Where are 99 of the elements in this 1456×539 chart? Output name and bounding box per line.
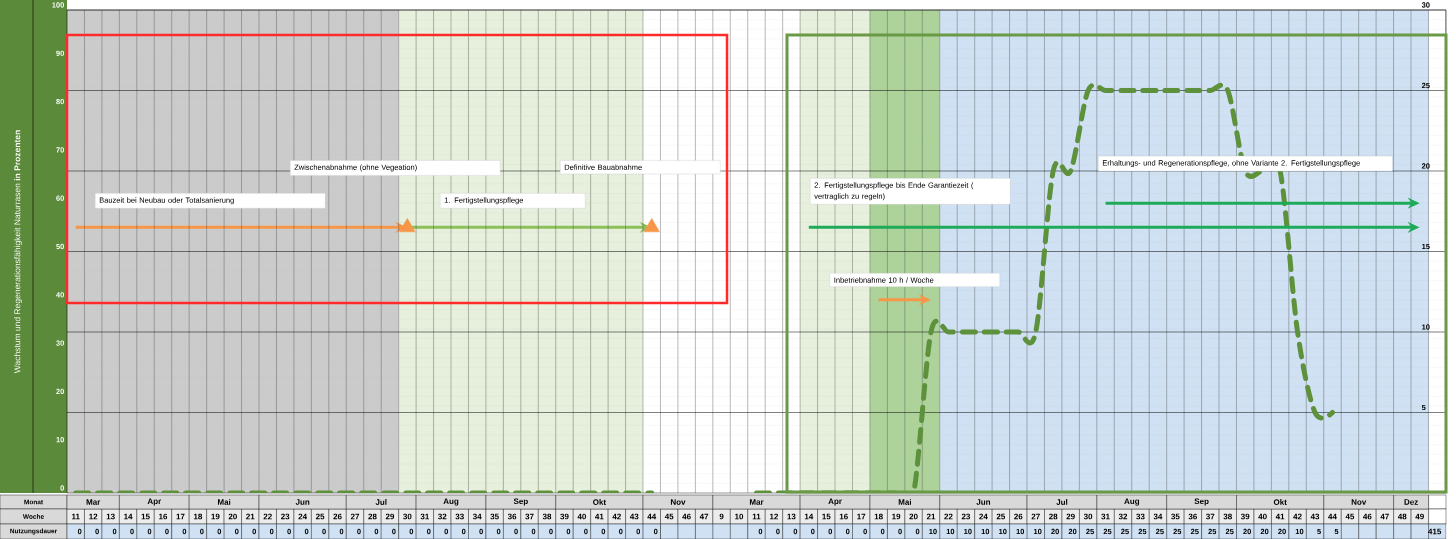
text: Aug — [1124, 498, 1140, 506]
x-tick-label: 43 — [1310, 513, 1320, 520]
x-tick-label: 23 — [281, 513, 290, 520]
text: Apr — [828, 498, 842, 506]
x-tick-label: 18 — [193, 513, 203, 520]
x-tick-label: 33 — [455, 513, 464, 520]
x-tick-label: 33 — [1136, 513, 1145, 520]
x-tick-label: 11 — [752, 513, 761, 520]
x-tick-label: 26 — [333, 513, 342, 520]
text: Okt — [1273, 499, 1287, 505]
text: Mai — [217, 499, 231, 505]
x-tick-label: 44 — [1328, 513, 1337, 520]
x-tick-label: 11 — [72, 513, 80, 520]
text: Mar — [86, 499, 101, 505]
x-tick-label: 40 — [1258, 513, 1267, 520]
text: Aug — [443, 498, 459, 506]
x-tick-label: 17 — [857, 513, 866, 520]
x-tick-label: 30 — [403, 513, 412, 520]
x-tick-label: 31 — [1101, 513, 1110, 520]
x-tick-label: 48 — [1397, 513, 1407, 520]
x-tick-label: 49 — [1415, 513, 1424, 520]
x-tick-label: 29 — [1066, 513, 1075, 520]
x-tick-label: 32 — [438, 513, 447, 520]
x-tick-label: 46 — [682, 513, 691, 520]
x-tick-label: 15 — [141, 513, 150, 520]
x-tick-label: 32 — [1118, 513, 1128, 520]
x-tick-label: 39 — [1240, 513, 1250, 520]
x-tick-label: 38 — [1223, 513, 1232, 520]
x-tick-label: 38 — [542, 513, 552, 520]
x-tick-label: 29 — [385, 513, 395, 520]
x-tick-label: 39 — [560, 513, 569, 520]
x-tick-label: 28 — [1049, 513, 1058, 520]
x-tick-label: 45 — [1345, 513, 1355, 520]
x-tick-label: 43 — [629, 513, 639, 520]
x-tick-label: 20 — [909, 513, 918, 520]
x-tick-label: 42 — [1293, 513, 1302, 520]
x-tick-label: 15 — [822, 513, 831, 520]
x-tick-label: 41 — [595, 513, 604, 520]
x-tick-label: 42 — [612, 513, 621, 520]
x-tick-label: 25 — [315, 513, 325, 520]
x-tick-label: 22 — [944, 513, 953, 520]
text: Nov — [1351, 499, 1367, 505]
x-tick-label: 20 — [228, 513, 237, 520]
text: Sep — [1194, 498, 1209, 506]
x-tick-label: 14 — [124, 513, 133, 520]
text: Okt — [593, 499, 606, 505]
x-tick-label: 40 — [577, 513, 587, 520]
x-tick-label: 12 — [769, 513, 779, 520]
x-tick-label: 35 — [1171, 513, 1180, 520]
x-tick-label: 24 — [298, 513, 308, 520]
x-tick-label: 37 — [1206, 513, 1215, 520]
x-tick-label: 24 — [979, 513, 988, 520]
x-tick-label: 30 — [1083, 513, 1093, 520]
x-tick-label: 27 — [350, 513, 360, 520]
x-tick-label: 34 — [472, 513, 482, 520]
x-tick-label: 31 — [420, 513, 430, 520]
text: Apr — [147, 498, 162, 506]
x-tick-label: 25 — [996, 513, 1006, 520]
text: Jun — [295, 499, 310, 505]
x-tick-label: 12 — [89, 513, 98, 520]
x-tick-label: 47 — [1380, 513, 1389, 520]
x-tick-label: 19 — [892, 513, 901, 520]
text: Jul — [1056, 499, 1068, 505]
x-tick-label: 47 — [699, 513, 709, 520]
x-tick-label: 13 — [106, 513, 115, 520]
text: Mar — [749, 499, 764, 505]
x-tick-label: 16 — [839, 513, 848, 520]
x-tick-label: 36 — [1188, 513, 1197, 520]
text: Mai — [898, 499, 911, 505]
text: Nov — [670, 499, 686, 505]
y-axis-title: Wachstum und Regenerationsfähigkeit Naturrasen in Prozenten — [14, 130, 22, 374]
x-tick-label: 19 — [211, 513, 220, 520]
x-tick-label: 35 — [490, 513, 499, 520]
text: Dez — [1404, 499, 1418, 505]
text: Sep — [513, 498, 528, 506]
x-tick-label: 36 — [507, 513, 517, 520]
x-tick-label: 34 — [1153, 513, 1163, 520]
x-tick-label: 9 — [719, 513, 724, 520]
x-tick-label: 27 — [1031, 513, 1040, 520]
x-tick-label: 16 — [159, 513, 168, 520]
text: 415 — [1428, 528, 1442, 535]
x-tick-label: 22 — [263, 513, 272, 520]
x-tick-label: 41 — [1275, 513, 1285, 520]
x-tick-label: 45 — [664, 513, 674, 520]
x-tick-label: 46 — [1363, 513, 1372, 520]
x-tick-label: 37 — [525, 513, 534, 520]
x-tick-label: 26 — [1014, 513, 1023, 520]
x-tick-label: 28 — [368, 513, 377, 520]
text: Jun — [976, 499, 991, 505]
x-tick-label: 14 — [804, 513, 814, 520]
x-tick-label: 17 — [176, 513, 185, 520]
x-tick-label: 21 — [246, 513, 255, 520]
x-tick-label: 13 — [787, 513, 796, 520]
x-tick-label: 10 — [735, 513, 744, 520]
text: Jul — [375, 499, 387, 505]
x-tick-label: 21 — [926, 513, 936, 520]
x-tick-label: 18 — [874, 513, 883, 520]
x-tick-label: 44 — [647, 513, 657, 520]
x-tick-label: 23 — [961, 513, 971, 520]
